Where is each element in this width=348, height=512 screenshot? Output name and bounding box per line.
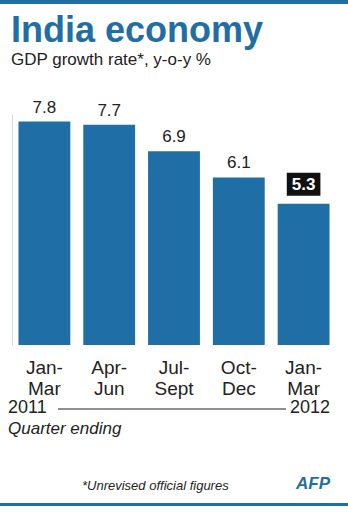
svg-text:India economy: India economy xyxy=(11,9,263,50)
svg-text:5.3: 5.3 xyxy=(292,175,316,194)
svg-text:Jul-: Jul- xyxy=(159,357,190,378)
svg-text:Jan-: Jan- xyxy=(26,357,63,378)
svg-text:2011: 2011 xyxy=(8,397,47,417)
svg-text:6.1: 6.1 xyxy=(227,153,251,172)
svg-text:6.9: 6.9 xyxy=(162,127,186,146)
svg-text:*Unrevised official figures: *Unrevised official figures xyxy=(82,478,229,493)
svg-text:Mar: Mar xyxy=(287,378,320,399)
svg-text:AFP: AFP xyxy=(295,474,331,493)
svg-text:Oct-: Oct- xyxy=(221,357,257,378)
svg-text:Sept: Sept xyxy=(154,378,194,399)
svg-text:Apr-: Apr- xyxy=(91,357,127,378)
svg-text:Jan-: Jan- xyxy=(285,357,322,378)
svg-text:2012: 2012 xyxy=(290,397,330,417)
svg-text:Quarter ending: Quarter ending xyxy=(8,419,122,438)
svg-text:Mar: Mar xyxy=(28,378,61,399)
svg-text:Dec: Dec xyxy=(222,378,256,399)
svg-text:7.7: 7.7 xyxy=(97,101,121,120)
svg-text:GDP growth rate*, y-o-y %: GDP growth rate*, y-o-y % xyxy=(11,50,211,69)
svg-text:Jun: Jun xyxy=(94,378,125,399)
svg-text:7.8: 7.8 xyxy=(33,98,57,117)
